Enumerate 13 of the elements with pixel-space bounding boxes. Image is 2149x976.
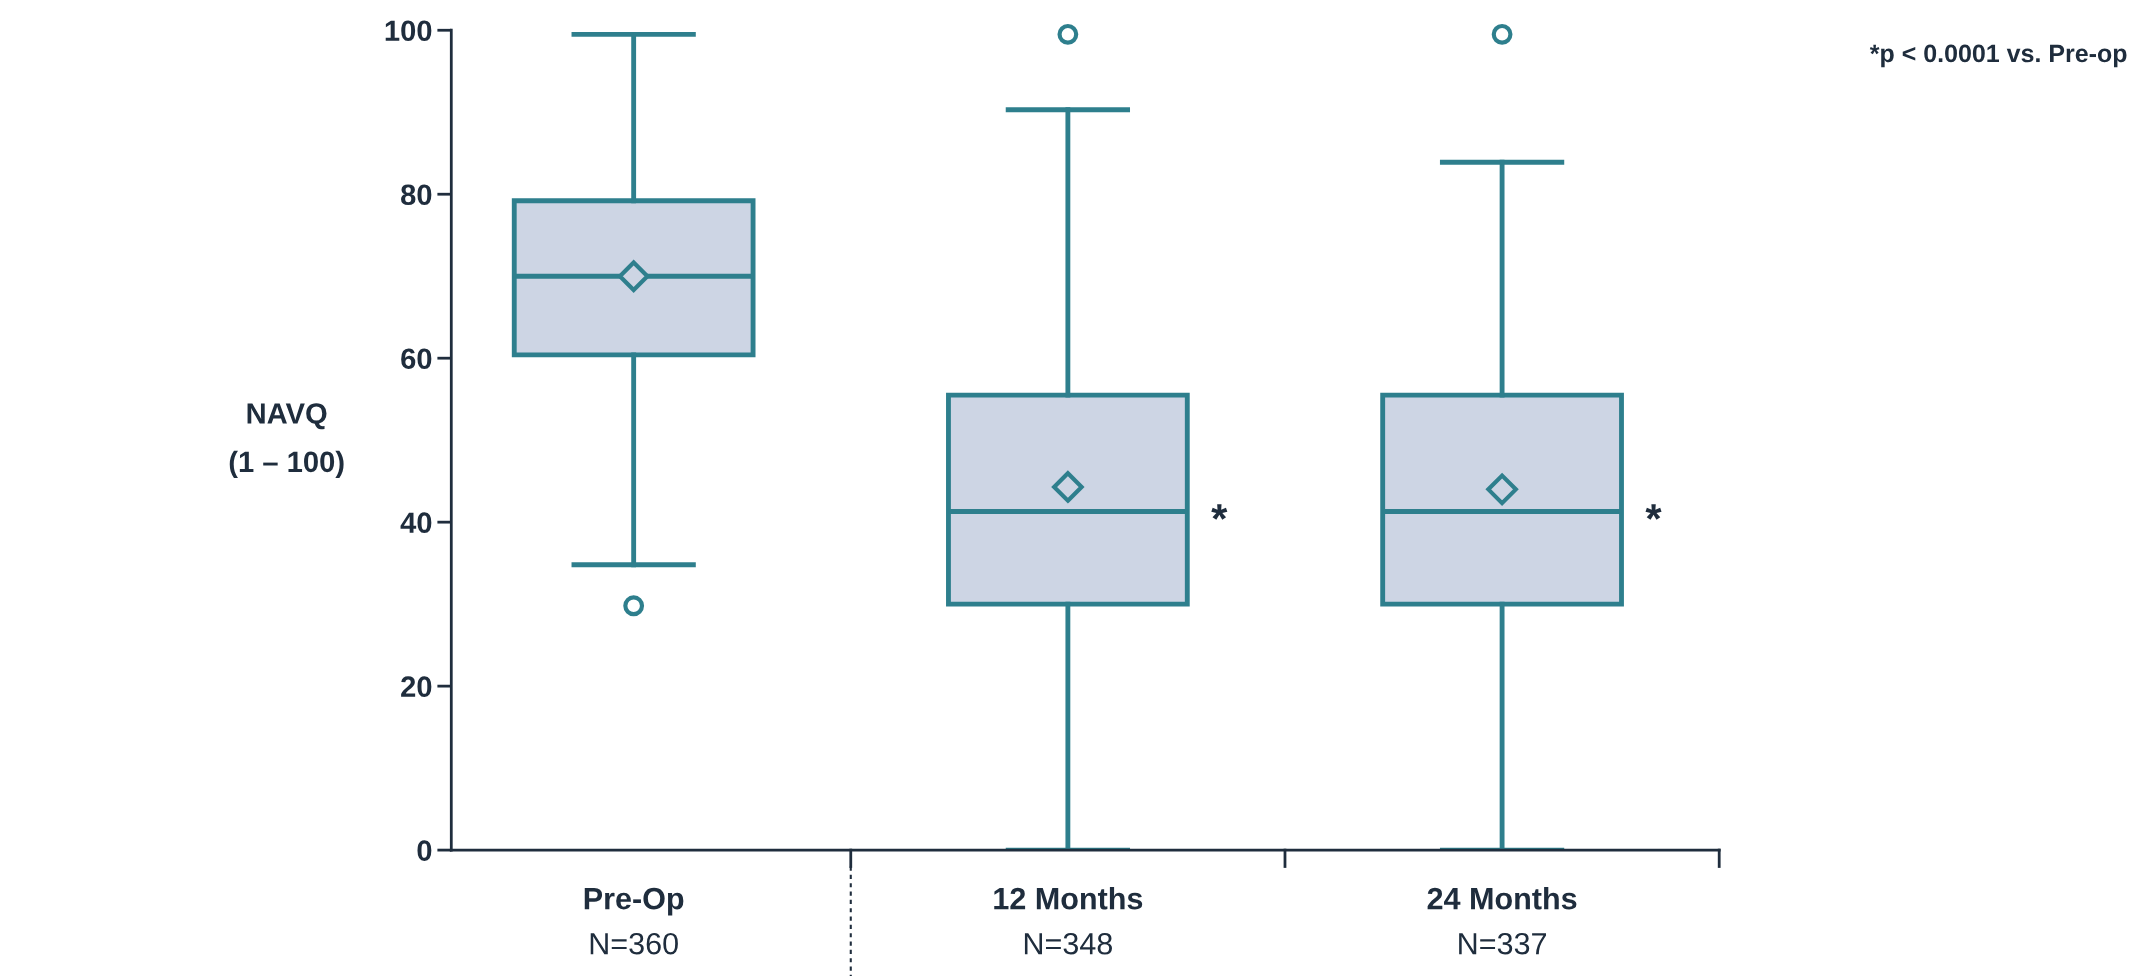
- y-tick-label: 60: [401, 348, 432, 370]
- y-axis-title: NAVQ (1 – 100): [229, 403, 344, 478]
- y-tick-label: 40: [400, 512, 432, 534]
- y-tick-label: 0: [417, 840, 432, 861]
- x-tick-label: Pre-Op N=360: [584, 887, 684, 955]
- x-tick-label: 12 Months N=348: [994, 886, 1143, 955]
- y-tick-label: 80: [401, 184, 432, 206]
- annotation: *: [1211, 504, 1228, 520]
- y-tick-label: 20: [401, 676, 432, 697]
- annotation: *: [1645, 504, 1662, 520]
- y-tick-label: 100: [385, 20, 432, 42]
- text: *p < 0.0001 vs. Pre-op: [1869, 44, 2127, 68]
- x-tick-label: 24 Months N=337: [1427, 886, 1577, 955]
